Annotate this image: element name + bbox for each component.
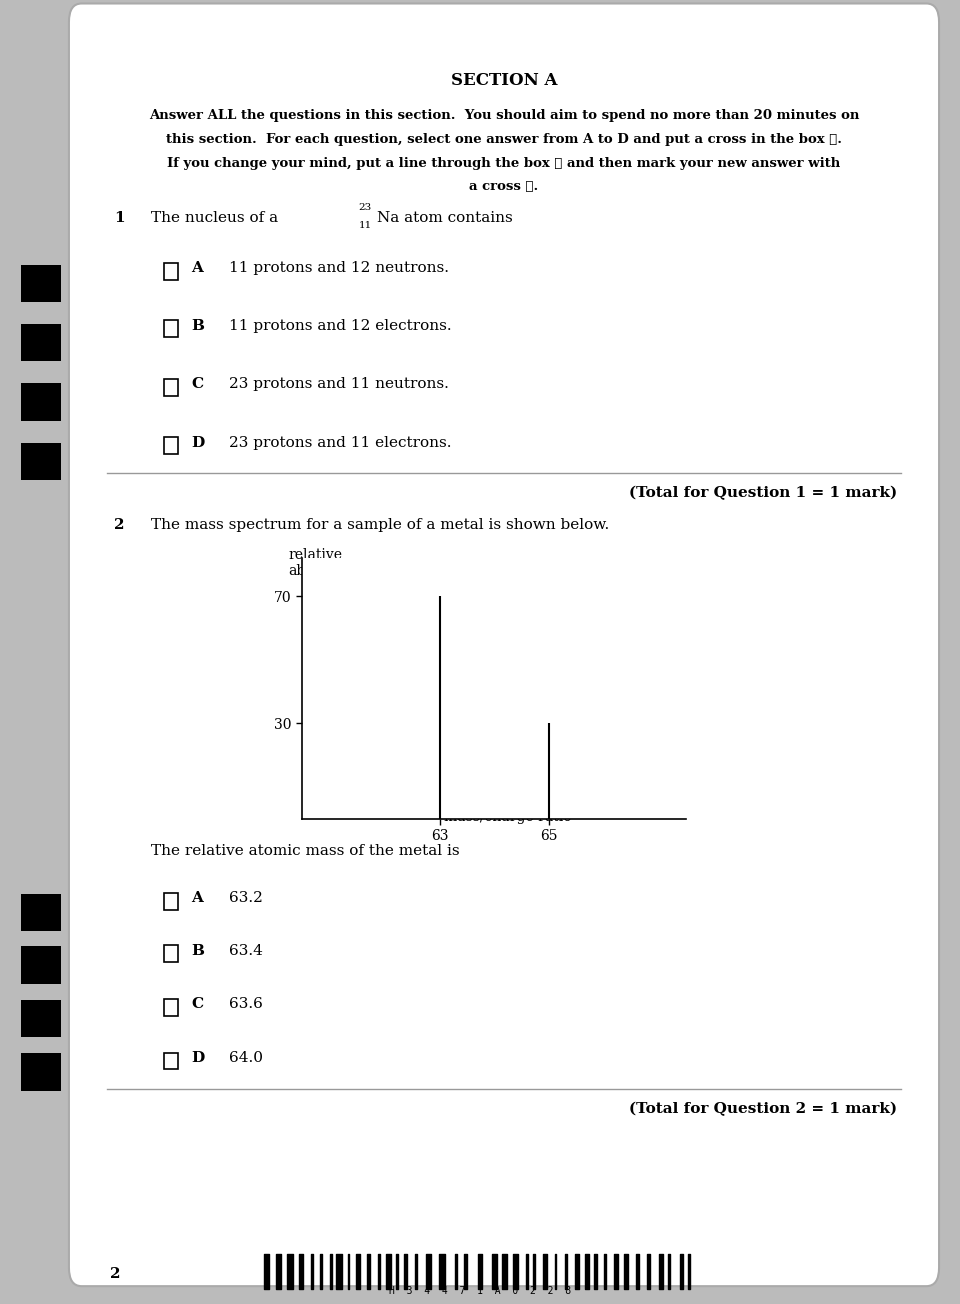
Text: 64.0: 64.0 <box>229 1051 263 1065</box>
Text: D: D <box>191 1051 204 1065</box>
Text: A: A <box>191 261 204 275</box>
Text: (Total for Question 2 = 1 mark): (Total for Question 2 = 1 mark) <box>629 1102 897 1116</box>
FancyBboxPatch shape <box>69 4 939 1286</box>
Text: 2: 2 <box>113 518 124 532</box>
Text: 11: 11 <box>359 222 372 231</box>
Text: Na atom contains: Na atom contains <box>377 211 513 226</box>
Bar <box>21 383 61 421</box>
Text: 63.6: 63.6 <box>229 998 263 1012</box>
Text: 63.4: 63.4 <box>229 944 263 957</box>
Text: H  3  4  4  7  1  A  0  2  2  8: H 3 4 4 7 1 A 0 2 2 8 <box>389 1286 571 1296</box>
Text: B: B <box>191 944 204 957</box>
Text: The nucleus of a: The nucleus of a <box>151 211 278 226</box>
Text: SECTION A: SECTION A <box>451 72 557 89</box>
Text: 23 protons and 11 electrons.: 23 protons and 11 electrons. <box>229 436 452 450</box>
Bar <box>21 443 61 480</box>
Text: B: B <box>191 318 204 333</box>
Text: a cross ☒.: a cross ☒. <box>469 180 539 193</box>
Text: If you change your mind, put a line through the box ☒ and then mark your new ans: If you change your mind, put a line thro… <box>167 156 841 170</box>
Text: 63.2: 63.2 <box>229 892 263 905</box>
Bar <box>21 1054 61 1090</box>
Bar <box>21 947 61 983</box>
Text: 1: 1 <box>113 211 125 226</box>
Text: 2: 2 <box>110 1266 121 1281</box>
Text: C: C <box>191 377 204 391</box>
Bar <box>164 437 178 454</box>
Bar <box>164 321 178 338</box>
Text: (Total for Question 1 = 1 mark): (Total for Question 1 = 1 mark) <box>629 485 897 499</box>
Text: mass/charge ratio: mass/charge ratio <box>444 811 572 824</box>
Text: relative
abundance: relative abundance <box>289 548 367 578</box>
Bar <box>164 945 178 962</box>
Text: The mass spectrum for a sample of a metal is shown below.: The mass spectrum for a sample of a meta… <box>151 518 610 532</box>
Text: The relative atomic mass of the metal is: The relative atomic mass of the metal is <box>151 844 460 858</box>
Text: 11 protons and 12 electrons.: 11 protons and 12 electrons. <box>229 318 452 333</box>
Text: this section.  For each question, select one answer from A to D and put a cross : this section. For each question, select … <box>166 133 842 146</box>
Bar <box>164 999 178 1016</box>
Bar <box>164 893 178 910</box>
Bar <box>164 263 178 280</box>
Text: 11 protons and 12 neutrons.: 11 protons and 12 neutrons. <box>229 261 449 275</box>
Text: C: C <box>191 998 204 1012</box>
Bar <box>164 379 178 396</box>
Bar <box>21 323 61 361</box>
Bar <box>164 1052 178 1069</box>
Text: A: A <box>191 892 204 905</box>
Bar <box>21 265 61 303</box>
Text: D: D <box>191 436 204 450</box>
Text: 23 protons and 11 neutrons.: 23 protons and 11 neutrons. <box>229 377 449 391</box>
Bar <box>21 1000 61 1037</box>
Text: Answer ALL the questions in this section.  You should aim to spend no more than : Answer ALL the questions in this section… <box>149 110 859 123</box>
Text: 23: 23 <box>359 202 372 211</box>
Bar <box>21 895 61 931</box>
